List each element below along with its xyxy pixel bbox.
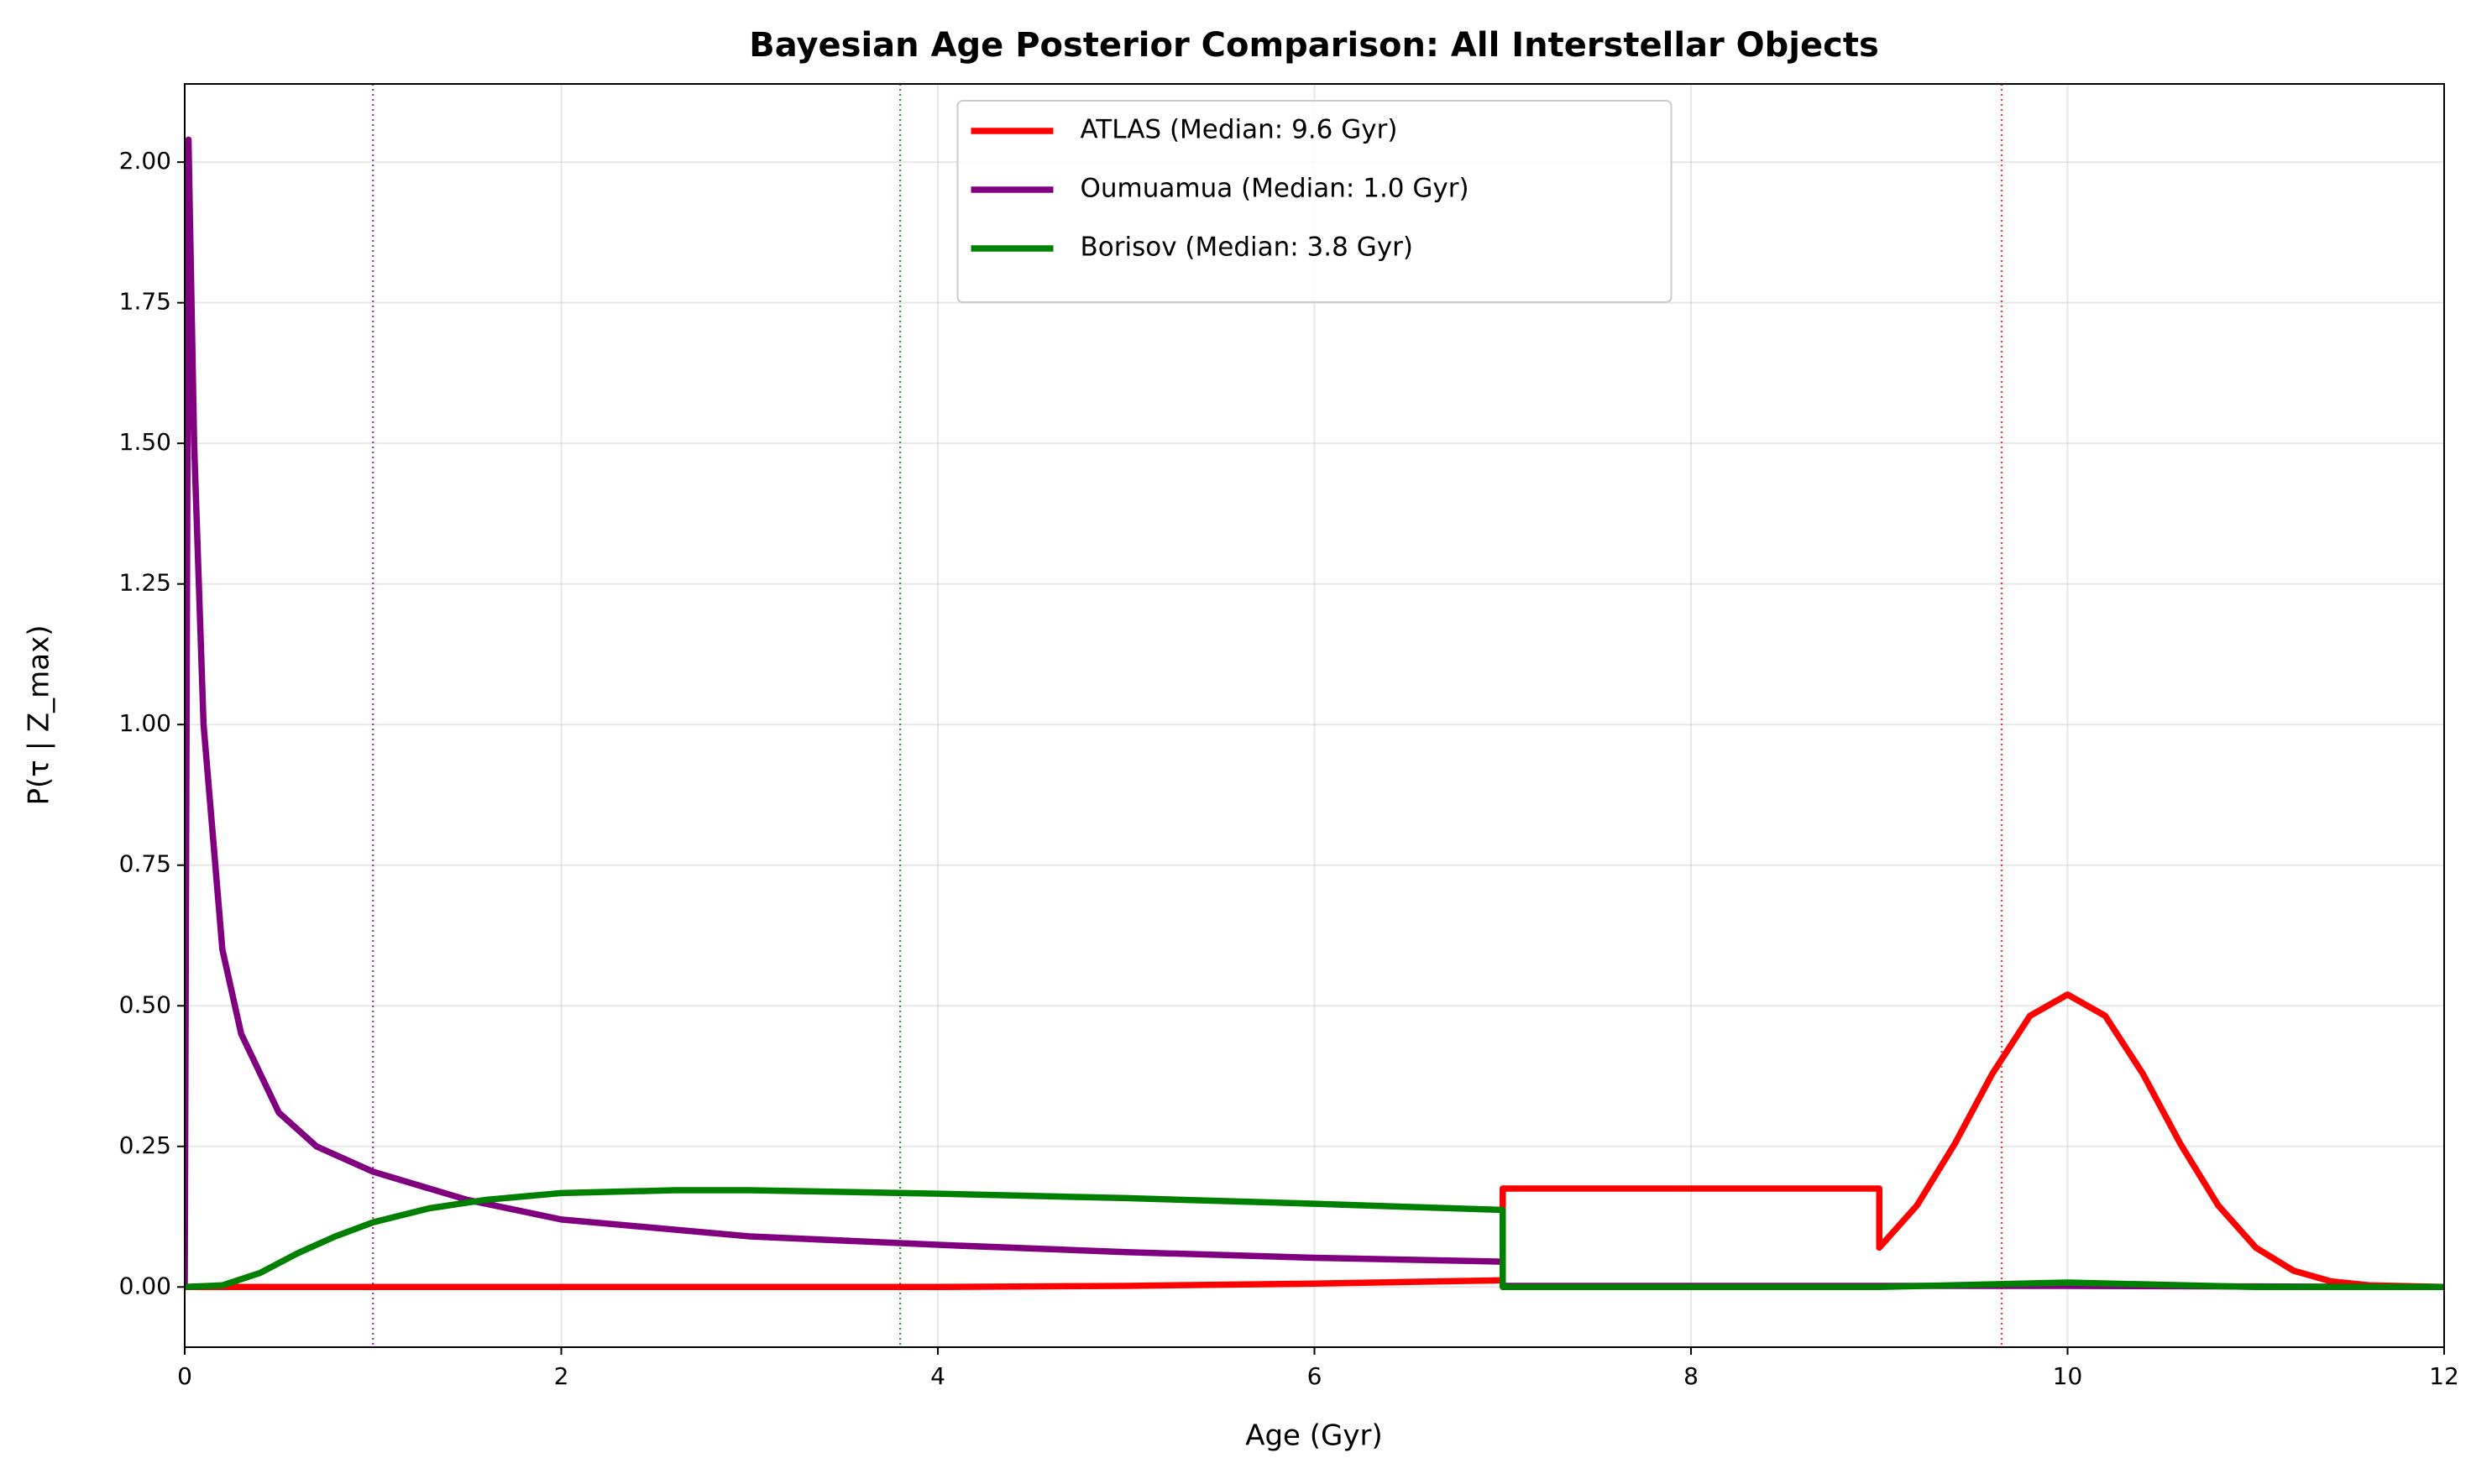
x-tick-label: 10 [2053,1362,2083,1390]
legend-label: ATLAS (Median: 9.6 Gyr) [1081,115,1398,145]
chart-title: Bayesian Age Posterior Comparison: All I… [749,26,1879,65]
plot-frame [184,83,2445,1348]
legend-box [956,100,1673,303]
y-axis-label: P(τ | Z_max) [23,625,56,806]
x-axis-label: Age (Gyr) [1245,1419,1383,1453]
series-line [185,991,2444,1291]
y-tick-label: 1.00 [119,709,171,737]
y-tick-label: 0.75 [119,850,171,878]
x-tick-label: 12 [2429,1362,2459,1390]
y-tick-label: 2.00 [119,147,171,175]
y-tick-label: 0.50 [119,990,171,1018]
legend-label: Borisov (Median: 3.8 Gyr) [1081,233,1413,263]
y-tick-label: 0.00 [119,1272,171,1299]
series-line [185,1187,2444,1291]
legend-label: Oumuamua (Median: 1.0 Gyr) [1081,174,1469,204]
x-tick-label: 0 [177,1362,192,1390]
x-tick-label: 6 [1307,1362,1322,1390]
y-tick-label: 1.75 [119,288,171,316]
x-tick-label: 2 [554,1362,569,1390]
y-tick-label: 1.25 [119,569,171,597]
x-tick-label: 4 [930,1362,945,1390]
y-tick-label: 1.50 [119,428,171,456]
x-tick-label: 8 [1683,1362,1699,1390]
y-tick-label: 0.25 [119,1131,171,1159]
